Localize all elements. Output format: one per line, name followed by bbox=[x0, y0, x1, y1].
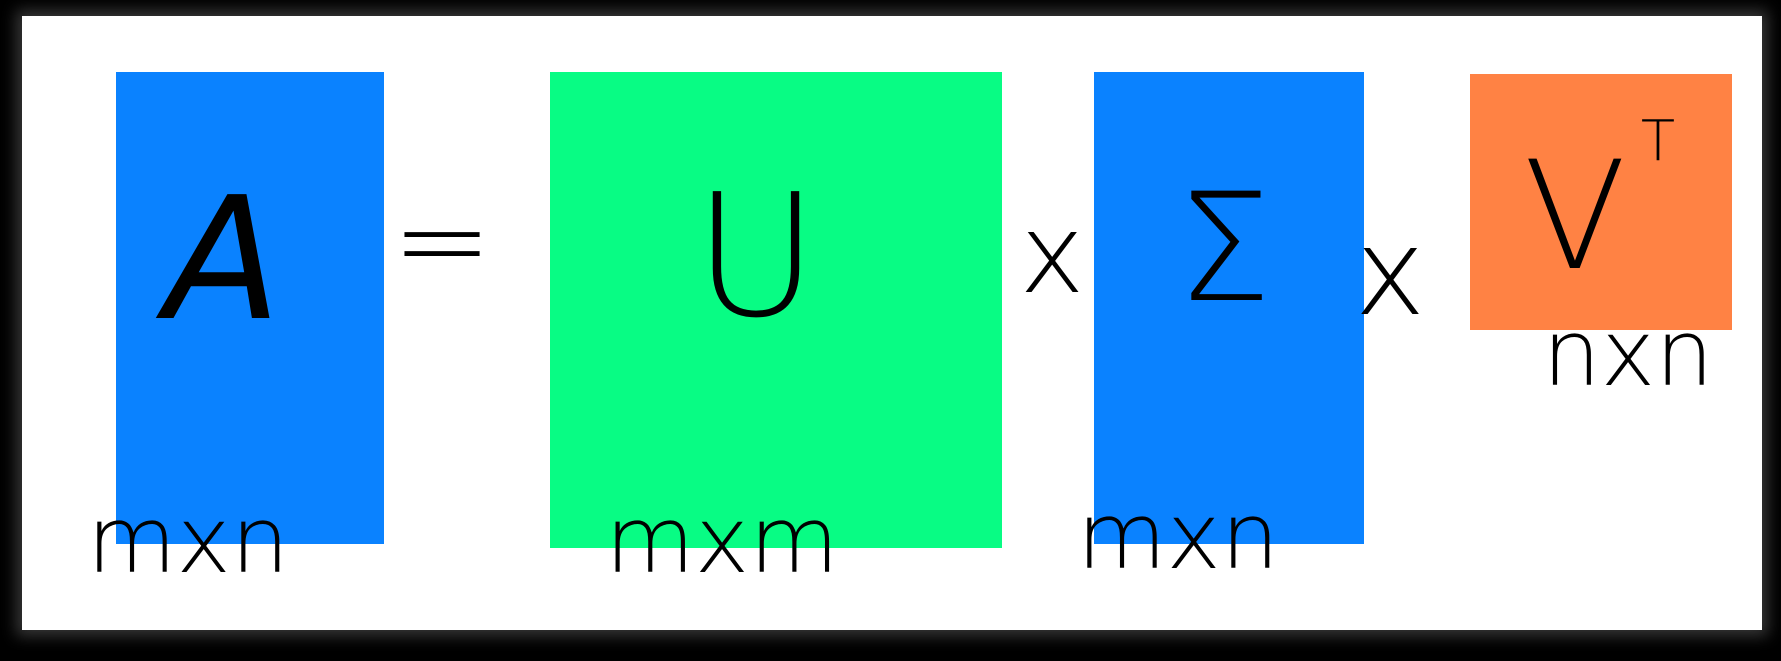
matrix-sigma-block bbox=[1094, 72, 1364, 544]
matrix-u-block bbox=[550, 72, 1002, 548]
matrix-a-block bbox=[116, 72, 384, 544]
matrix-vt-block bbox=[1470, 74, 1732, 330]
diagram-canvas bbox=[22, 16, 1762, 630]
